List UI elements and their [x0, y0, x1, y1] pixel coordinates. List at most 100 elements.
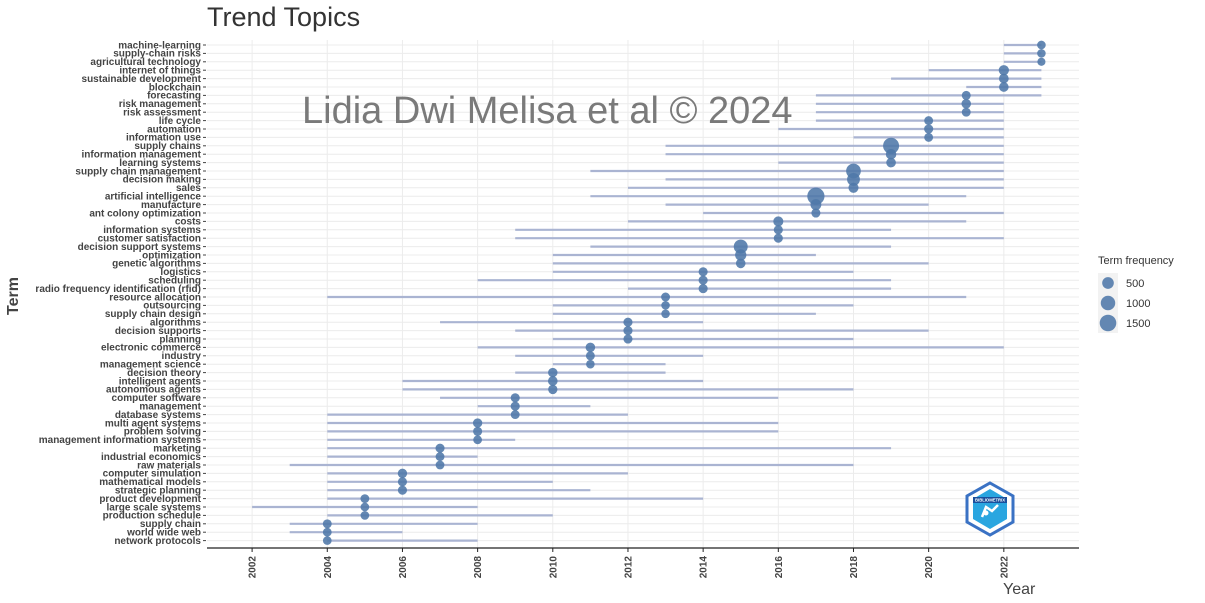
term-point [360, 502, 370, 512]
term-point [810, 199, 822, 211]
legend: Term frequency 500 1000 1500 [1098, 255, 1174, 333]
term-point [924, 132, 934, 142]
x-tick-label: 2020 [924, 556, 935, 579]
term-point [473, 435, 483, 445]
term-point [999, 82, 1009, 92]
x-tick-label: 2002 [248, 556, 259, 579]
term-point [586, 359, 595, 369]
term-point [661, 301, 670, 310]
term-label: product development [99, 494, 201, 505]
term-point [885, 148, 897, 160]
term-point [623, 326, 633, 336]
data-points [322, 40, 1046, 545]
term-label: supply chain management [75, 166, 201, 177]
term-point [435, 443, 445, 453]
term-point [961, 107, 971, 117]
term-point [807, 187, 825, 205]
term-label: artificial intelligence [105, 192, 202, 203]
term-label: computer simulation [103, 469, 201, 480]
term-point [1037, 57, 1046, 66]
term-label: supply chain design [105, 309, 201, 320]
term-point [735, 249, 747, 261]
term-label: autonomous agents [106, 385, 201, 396]
term-point [397, 477, 408, 487]
term-point [360, 511, 370, 520]
term-point [961, 99, 972, 109]
term-point [548, 367, 558, 378]
term-label: production schedule [103, 511, 202, 522]
chart-title: Trend Topics [207, 2, 361, 32]
logo-text: BIBLIOMETRIX [975, 498, 1005, 503]
term-point [661, 309, 670, 319]
term-label: internet of things [119, 66, 201, 77]
term-point [585, 351, 595, 361]
term-label: logistics [160, 267, 201, 278]
term-label: large scale systems [106, 502, 201, 513]
bibliometrix-logo-icon: BIBLIOMETRIX [965, 481, 1015, 537]
term-point [924, 124, 934, 134]
legend-label: 1000 [1126, 298, 1150, 310]
term-label: management [139, 402, 201, 413]
term-point [924, 116, 934, 126]
x-tick-label: 2010 [548, 556, 559, 579]
term-label: mathematical models [99, 477, 201, 488]
term-label: information use [126, 133, 201, 144]
term-label: decision making [123, 175, 201, 186]
term-label: world wide web [126, 528, 201, 539]
term-label: supply chain [140, 519, 201, 530]
x-tick-label: 2022 [999, 556, 1010, 579]
legend-key-circle [1099, 314, 1117, 332]
term-point [360, 494, 370, 503]
term-label: machine-learning [118, 40, 201, 51]
term-point [510, 393, 520, 403]
term-point [886, 157, 896, 168]
term-point [510, 401, 520, 411]
term-point [397, 485, 408, 495]
term-label: marketing [153, 444, 201, 455]
logo-banner [973, 497, 1007, 503]
term-label: ant colony optimization [89, 208, 201, 219]
term-point [773, 225, 783, 235]
x-axis-title: Year [1003, 581, 1036, 598]
x-tick-label: 2008 [473, 556, 484, 579]
term-point [623, 317, 633, 327]
term-label: automation [147, 124, 201, 135]
term-point [848, 182, 859, 193]
term-point [510, 410, 520, 420]
term-point [847, 172, 860, 186]
term-label: planning [159, 334, 201, 345]
term-label: learning systems [119, 158, 201, 169]
x-tick-label: 2006 [398, 556, 409, 579]
term-label: decision supports [115, 326, 202, 337]
term-label: life cycle [159, 116, 202, 127]
term-label: agricultural technology [90, 57, 201, 68]
term-point [472, 418, 483, 428]
term-label: intelligent agents [119, 376, 202, 387]
term-point [961, 90, 971, 100]
legend-label: 500 [1126, 278, 1144, 290]
term-point [435, 452, 445, 462]
x-tick-label: 2014 [699, 556, 710, 579]
term-label: scheduling [148, 276, 201, 287]
term-point [698, 267, 708, 277]
term-label: network protocols [114, 536, 201, 547]
range-lines [252, 43, 1042, 542]
x-tick-label: 2018 [849, 556, 860, 579]
term-label: radio frequency identification (rfid) [35, 284, 201, 295]
term-label: industrial economics [101, 452, 201, 463]
term-label: management science [100, 360, 202, 371]
term-label: costs [175, 217, 202, 228]
term-point [698, 275, 708, 285]
term-label: genetic algorithms [112, 259, 201, 270]
term-label: management information systems [39, 435, 202, 446]
watermark: Lidia Dwi Melisa et al © 2024 [302, 90, 793, 132]
term-point [733, 239, 748, 254]
term-label: risk assessment [123, 108, 202, 119]
term-point [773, 233, 783, 243]
term-point [735, 258, 746, 269]
term-label: information systems [103, 225, 201, 236]
term-label: electronic commerce [101, 343, 201, 354]
term-point [473, 426, 483, 436]
